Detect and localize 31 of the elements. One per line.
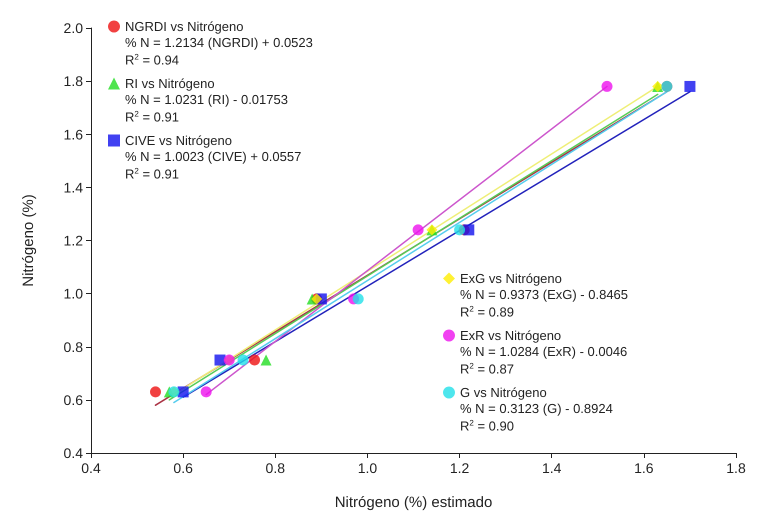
legend-label: ExR vs Nitrógeno <box>460 328 562 343</box>
legend-label: RI vs Nitrógeno <box>125 76 215 91</box>
y-tick-label: 1.0 <box>64 286 84 302</box>
x-tick-label: 1.4 <box>542 460 562 476</box>
x-tick-label: 0.4 <box>81 460 101 476</box>
y-tick-label: 2.0 <box>64 20 84 36</box>
x-tick-label: 1.2 <box>450 460 470 476</box>
legend-label: NGRDI vs Nitrógeno <box>125 19 244 34</box>
y-tick-label: 1.8 <box>64 73 84 90</box>
legend-label: CIVE vs Nitrógeno <box>125 133 232 148</box>
y-tick-label: 1.2 <box>64 232 84 248</box>
annotation: % N = 1.0231 (RI) - 0.01753 <box>125 92 288 107</box>
annotation: % N = 1.0284 (ExR) - 0.0046 <box>460 344 628 359</box>
x-tick-label: 1.6 <box>634 460 654 476</box>
y-tick-label: 0.8 <box>64 338 84 355</box>
annotation: % N = 0.3123 (G) - 0.8924 <box>460 401 613 416</box>
y-axis-title: Nitrógeno (%) <box>20 194 37 287</box>
annotation: % N = 0.9373 (ExG) - 0.8465 <box>460 287 628 302</box>
y-tick-label: 1.4 <box>64 179 84 196</box>
legend-label: ExG vs Nitrógeno <box>460 271 562 286</box>
x-tick-label: 0.6 <box>173 460 194 476</box>
legend-label: G vs Nitrógeno <box>460 385 547 400</box>
y-tick-label: 0.4 <box>64 445 84 461</box>
x-tick-label: 1.0 <box>358 460 378 476</box>
annotation: % N = 1.2134 (NGRDI) + 0.0523 <box>125 35 313 50</box>
x-axis-title: Nitrógeno (%) estimado <box>334 494 492 511</box>
x-tick-label: 0.8 <box>266 460 286 476</box>
x-tick-label: 1.8 <box>726 460 746 476</box>
y-tick-label: 1.6 <box>64 126 84 142</box>
annotation: % N = 1.0023 (CIVE) + 0.0557 <box>125 149 302 164</box>
y-tick-label: 0.6 <box>64 392 84 408</box>
